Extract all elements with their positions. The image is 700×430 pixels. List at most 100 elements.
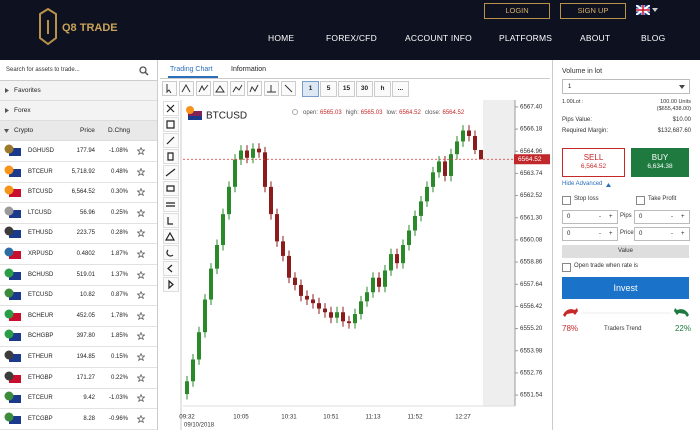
number-input[interactable]: 0 - + [562, 227, 618, 241]
increment[interactable]: + [681, 214, 685, 220]
asset-row[interactable]: BCHGBP 397.80 1.85% [0, 326, 157, 348]
menu-item[interactable]: ACCOUNT INFO [405, 33, 472, 43]
period-button[interactable]: h [374, 81, 391, 97]
decrement[interactable]: - [671, 231, 673, 237]
favorite-star[interactable] [137, 229, 145, 238]
logo-text: Q8 TRADE [62, 22, 118, 34]
asset-row[interactable]: ETCGBP 8.28 -0.96% [0, 409, 157, 430]
tab-active[interactable]: Trading Chart [170, 66, 213, 73]
expand-arrow [5, 88, 9, 93]
candle-body [389, 254, 393, 271]
decrement[interactable]: - [599, 231, 601, 237]
candle-body [473, 135, 477, 150]
drawing-tool[interactable] [163, 229, 179, 244]
menu-item[interactable]: PLATFORMS [499, 33, 553, 43]
drawing-tool[interactable] [163, 165, 179, 180]
candle-body [305, 295, 309, 300]
favorite-star[interactable] [137, 147, 145, 155]
volume-select[interactable]: 1 [562, 79, 690, 94]
number-input[interactable]: 0 - + [562, 210, 618, 224]
checkbox[interactable] [562, 263, 571, 272]
asset-row[interactable]: BTCUSD 6,564.52 0.30% [0, 182, 157, 204]
asset-row[interactable]: BCHUSD 519.01 1.37% [0, 265, 157, 286]
menu-item[interactable]: BLOG [641, 33, 666, 43]
period-button[interactable]: 15 [338, 81, 355, 97]
buy-button[interactable]: BUY 6,634.38 [631, 148, 689, 177]
favorite-star[interactable] [137, 394, 145, 403]
checkbox[interactable] [562, 196, 571, 205]
checkbox[interactable] [636, 196, 645, 205]
search-box[interactable]: Search for assets to trade... [0, 62, 157, 81]
tool-button[interactable] [281, 81, 296, 96]
asset-row[interactable]: XRPUSD 0.4802 1.87% [0, 244, 157, 265]
favorite-star[interactable] [137, 311, 145, 320]
asset-row[interactable]: DGHUSD 177.94 -1.08% [0, 141, 157, 162]
hide-advanced[interactable]: Hide Advanced [562, 181, 603, 187]
flag [9, 395, 21, 404]
favorite-star[interactable] [137, 208, 145, 217]
drawing-tool[interactable] [163, 197, 179, 212]
decrement[interactable]: - [671, 214, 673, 220]
favorite-star[interactable] [137, 353, 145, 361]
tool-button[interactable] [264, 81, 279, 96]
asset-row[interactable]: ETCUSD 10.82 0.87% [0, 285, 157, 307]
favorite-star[interactable] [137, 167, 145, 176]
group-row[interactable]: Favorites [0, 81, 157, 101]
invest-button[interactable]: Invest [562, 277, 689, 299]
number-input[interactable]: 0 - + [634, 227, 690, 241]
tool-button[interactable] [196, 81, 211, 96]
period-button[interactable]: 1 [302, 81, 319, 97]
menu-item[interactable]: FOREX/CFD [326, 33, 377, 43]
signup-button[interactable]: SIGN UP [560, 3, 626, 19]
tool-button[interactable] [162, 81, 177, 96]
menu-item[interactable]: HOME [268, 33, 295, 43]
asset-row[interactable]: ETCEUR 9.42 -1.03% [0, 388, 157, 410]
favorite-star[interactable] [137, 414, 145, 423]
increment[interactable]: + [609, 214, 613, 220]
favorite-star[interactable] [137, 250, 145, 258]
increment[interactable]: + [681, 231, 685, 237]
menu-item[interactable]: ABOUT [580, 33, 611, 43]
favorite-star[interactable] [137, 373, 145, 382]
group-row[interactable]: Forex [0, 101, 157, 121]
tool-button[interactable] [230, 81, 245, 96]
flag [9, 148, 21, 156]
crypto-header[interactable]: Crypto Price D.Chng [0, 121, 157, 141]
asset-change: -0.96% [108, 415, 128, 422]
number-input[interactable]: 0 - + [634, 210, 690, 224]
increment[interactable]: + [609, 231, 613, 237]
drawing-tool[interactable] [163, 117, 179, 132]
asset-row[interactable]: BTCEUR 5,718.92 0.48% [0, 162, 157, 183]
favorite-star[interactable] [137, 270, 145, 279]
favorite-star[interactable] [137, 188, 145, 197]
asset-row[interactable]: ETHGBP 171.27 0.22% [0, 368, 157, 389]
asset-row[interactable]: ETHEUR 194.85 0.15% [0, 347, 157, 368]
drawing-tool[interactable] [163, 213, 179, 228]
value-field[interactable]: Value [562, 245, 689, 258]
period-button[interactable]: 5 [320, 81, 337, 97]
drawing-tool[interactable] [163, 245, 179, 260]
button-frame [213, 81, 228, 96]
decrement[interactable]: - [599, 214, 601, 220]
period-button[interactable]: 30 [356, 81, 373, 97]
drawing-tool[interactable] [163, 277, 179, 292]
drawing-tool[interactable] [163, 149, 179, 164]
drawing-tool[interactable] [163, 101, 179, 116]
drawing-tool[interactable] [163, 133, 179, 148]
language-flag[interactable] [636, 5, 650, 15]
tool-button[interactable] [179, 81, 194, 96]
tab[interactable]: Information [231, 66, 267, 73]
favorite-star[interactable] [137, 332, 145, 341]
drawing-tool[interactable] [163, 261, 179, 276]
drawing-tool[interactable] [163, 181, 179, 196]
period-button[interactable]: ... [392, 81, 409, 97]
asset-row[interactable]: LTCUSD 56.96 0.25% [0, 203, 157, 224]
login-button[interactable]: LOGIN [484, 3, 550, 19]
legend-toggle[interactable] [292, 109, 298, 115]
tool-button[interactable] [247, 81, 262, 96]
asset-row[interactable]: ETHUSD 223.75 0.28% [0, 223, 157, 245]
sell-button[interactable]: SELL 6,564.52 [562, 148, 625, 177]
favorite-star[interactable] [137, 291, 145, 300]
asset-row[interactable]: BCHEUR 452.05 1.78% [0, 306, 157, 327]
tool-button[interactable] [213, 81, 228, 96]
